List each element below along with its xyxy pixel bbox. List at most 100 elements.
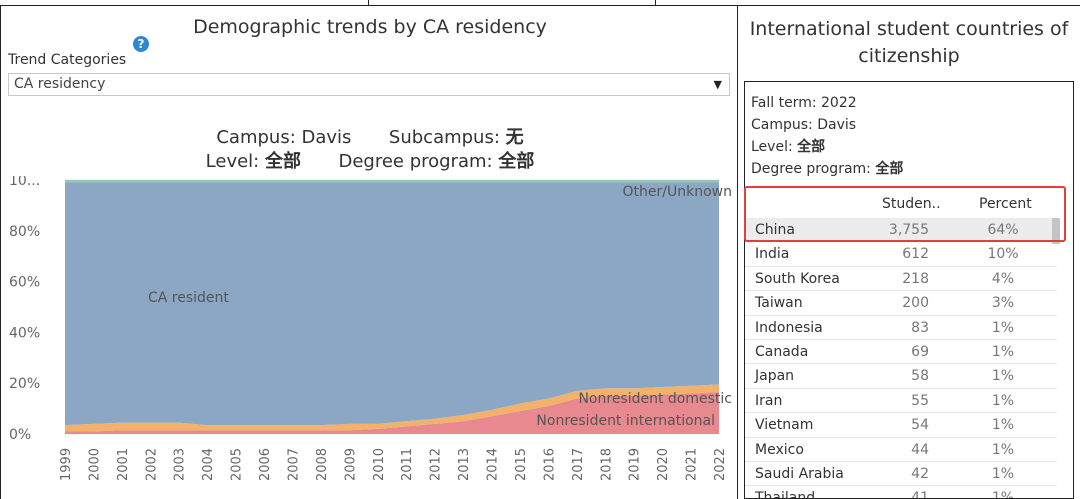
country-cell: Iran [755,392,783,409]
subcampus-value: 无 [505,127,524,148]
x-tick-label: 2003 [173,448,188,481]
percent-cell: 3% [991,295,1015,312]
percent-cell: 1% [991,490,1015,499]
table-row[interactable]: Thailand 41 1% [745,486,1057,499]
x-tick-label: 2015 [514,448,529,481]
table-row[interactable]: Japan 58 1% [745,364,1057,389]
campus-value: Davis [817,117,857,133]
percent-cell: 1% [991,343,1015,360]
series-label: CA resident [148,290,229,306]
trend-category-select[interactable]: CA residency ▼ [8,73,730,96]
table-row[interactable]: Saudi Arabia 42 1% [745,462,1057,487]
table-row[interactable]: Canada 69 1% [745,340,1057,365]
x-tick-label: 2008 [315,448,330,481]
percent-cell: 10% [987,246,1019,263]
percent-cell: 1% [991,465,1015,482]
x-tick-label: 2001 [116,448,131,481]
table-row[interactable]: Iran 55 1% [745,389,1057,414]
country-cell: China [755,222,795,238]
level-label: Level: [205,151,260,172]
x-tick-label: 2013 [457,448,472,481]
trend-categories-label: Trend Categories [8,52,127,68]
campus-label: Campus: [751,117,813,133]
students-cell: 42 [911,465,929,482]
y-tick-label: 10... [9,176,40,189]
students-cell: 200 [902,295,929,312]
y-tick-label: 60% [9,275,40,291]
filter-line-1: Campus: Davis Subcampus: 无 [1,123,739,149]
table-header: Studen.. Percent [745,193,1057,218]
table-row[interactable]: India 612 10% [745,242,1057,267]
x-tick-label: 2011 [400,448,415,481]
filter-summary: Fall term: 2022 Campus: Davis Level: 全部 … [751,92,903,180]
table-row[interactable]: Mexico 44 1% [745,438,1057,462]
degree-value: 全部 [875,161,904,177]
term-label: Fall term: [751,95,817,111]
citizenship-title: International student countries of citiz… [749,18,1069,67]
percent-cell: 1% [991,441,1015,458]
top-rule [0,0,1080,6]
citizenship-panel: International student countries of citiz… [738,6,1080,499]
percent-cell: 4% [991,270,1015,287]
series-label: Nonresident international [536,413,715,429]
percent-cell: 1% [991,368,1015,385]
country-cell: Taiwan [755,295,803,312]
country-cell: Japan [755,368,795,385]
table-row[interactable]: Indonesia 83 1% [745,316,1057,340]
level-label: Level: [751,139,793,155]
country-cell: South Korea [755,270,840,287]
area-other-unknown [65,180,719,183]
series-label: Nonresident domestic [578,391,732,407]
students-cell: 83 [911,319,929,336]
x-tick-label: 2006 [258,448,273,481]
students-cell: 54 [911,417,929,434]
students-column-header[interactable]: Studen.. [882,196,941,212]
country-cell: Vietnam [755,417,814,434]
campus-value: Davis [301,127,352,148]
x-tick-label: 2018 [599,448,614,481]
x-tick-label: 2009 [343,448,358,481]
students-cell: 3,755 [888,222,929,238]
x-tick-label: 2005 [230,448,245,481]
degree-label: Degree program: [338,151,493,172]
x-tick-label: 2002 [144,448,159,481]
table-scrollbar[interactable] [1052,218,1060,244]
students-cell: 44 [911,441,929,458]
caret-down-icon: ▼ [713,78,722,91]
residency-area-chart[interactable]: 0% 20% 40% 60% 80% 10... 1999 2000 2001 2002 2003 2… [1,176,737,494]
x-tick-label: 2010 [372,448,387,481]
students-cell: 58 [911,368,929,385]
table-row[interactable]: South Korea 218 4% [745,267,1057,292]
citizenship-table: Studen.. Percent China 3,755 64% India 612 10… [745,193,1057,499]
x-tick-label: 2007 [286,448,301,481]
degree-label: Degree program: [751,161,871,177]
series-label: Other/Unknown [623,184,732,200]
subcampus-label: Subcampus: [388,127,500,148]
table-row[interactable]: Taiwan 200 3% [745,291,1057,316]
table-body: China 3,755 64% India 612 10% South Korea 218 4%… [745,218,1057,499]
x-tick-label: 2021 [685,448,700,481]
percent-column-header[interactable]: Percent [979,196,1032,212]
term-value: 2022 [821,95,857,111]
level-value: 全部 [264,151,301,172]
table-row[interactable]: China 3,755 64% [745,218,1057,243]
citizenship-table-container: Fall term: 2022 Campus: Davis Level: 全部 … [744,81,1074,499]
trend-category-value: CA residency [14,76,106,92]
question-icon[interactable]: ? [133,36,149,52]
table-row[interactable]: Vietnam 54 1% [745,413,1057,438]
chart-title: Demographic trends by CA residency [193,16,547,38]
country-cell: India [755,246,790,263]
students-cell: 612 [902,246,929,263]
y-tick-label: 40% [9,325,40,341]
x-tick-label: 1999 [59,448,74,481]
x-tick-label: 2014 [486,448,501,481]
china-highlight-box [744,186,1066,242]
percent-cell: 64% [987,222,1019,238]
students-cell: 218 [902,270,929,287]
country-cell: Mexico [755,441,804,458]
y-tick-label: 0% [9,427,31,443]
x-tick-label: 2016 [542,448,557,481]
area-nonresident-international [65,392,719,434]
filter-line-2: Level: 全部 Degree program: 全部 [1,147,739,173]
area-ca-resident [65,182,719,426]
